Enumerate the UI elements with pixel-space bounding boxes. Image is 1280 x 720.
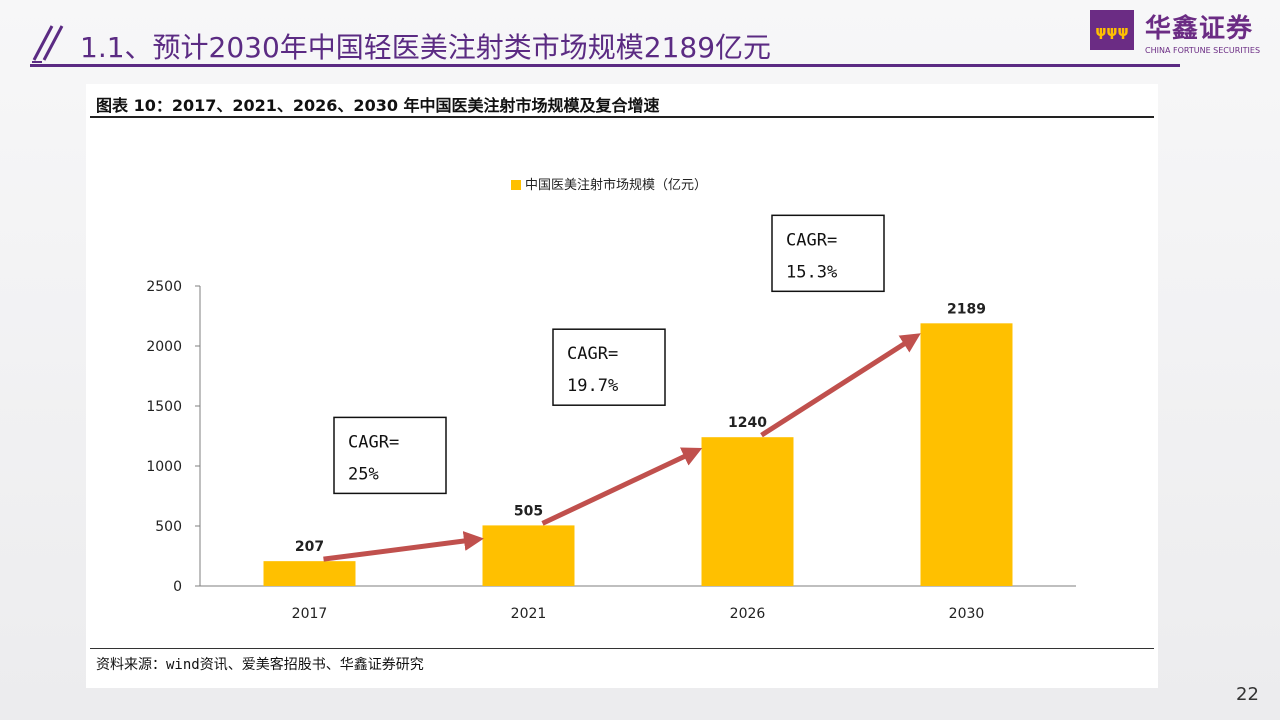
x-tick-label: 2030 (949, 606, 985, 622)
figure-top-rule (90, 116, 1154, 118)
slide-header: 1.1、预计2030年中国轻医美注射类市场规模2189亿元 ψψψ 华鑫证券 C… (0, 0, 1280, 80)
figure-bottom-rule (90, 648, 1154, 649)
bar (701, 437, 794, 586)
title-underline (30, 64, 1180, 67)
cagr-box-label: CAGR= (786, 230, 837, 250)
logo-name: 华鑫证券 (1145, 14, 1254, 44)
logo-mark-icon: ψψψ (1090, 10, 1134, 50)
x-tick-label: 2026 (730, 606, 766, 622)
cagr-arrow (541, 447, 703, 526)
bar-value-label: 1240 (728, 415, 767, 431)
bar (920, 323, 1013, 586)
cagr-box (552, 328, 666, 406)
source-note: 资料来源：wind资讯、爱美客招股书、华鑫证券研究 (96, 657, 424, 673)
cagr-box-value: 19.7% (567, 376, 618, 396)
svg-text:ψψψ: ψψψ (1095, 24, 1128, 40)
bar-value-label: 505 (514, 503, 543, 519)
y-tick-label: 1000 (146, 459, 182, 475)
y-tick-label: 1500 (146, 399, 182, 415)
cagr-annotations: CAGR= 25% CAGR= 19.7% CAGR= 15.3% (323, 214, 921, 562)
cagr-box-label: CAGR= (348, 432, 399, 452)
bar-value-label: 2189 (947, 301, 986, 317)
y-tick-label: 2500 (146, 279, 182, 295)
cagr-box (771, 214, 885, 293)
y-axis: 0 500 1000 1500 2000 2500 (146, 279, 201, 595)
legend-swatch (511, 180, 521, 190)
bar-chart: 中国医美注射市场规模（亿元） 0 500 1000 1500 2000 2500 2017… (146, 177, 1076, 622)
cagr-box-label: CAGR= (567, 344, 618, 364)
figure-title: 图表 10：2017、2021、2026、2030 年中国医美注射市场规模及复合… (96, 96, 660, 115)
page-title: 1.1、预计2030年中国轻医美注射类市场规模2189亿元 (80, 31, 772, 64)
y-tick-label: 0 (173, 579, 182, 595)
bar (482, 525, 575, 586)
pencil-icon (32, 25, 64, 63)
page-number: 22 (1236, 684, 1259, 705)
cagr-arrow (323, 531, 484, 562)
cagr-box-value: 25% (348, 464, 379, 484)
cagr-arrow (760, 333, 921, 438)
y-tick-label: 500 (155, 519, 182, 535)
chart-legend: 中国医美注射市场规模（亿元） (511, 177, 707, 193)
x-tick-label: 2017 (292, 606, 328, 622)
bar (263, 561, 356, 586)
legend-label: 中国医美注射市场规模（亿元） (525, 177, 707, 193)
figure-panel: 图表 10：2017、2021、2026、2030 年中国医美注射市场规模及复合… (86, 84, 1158, 688)
logo-english-name: CHINA FORTUNE SECURITIES (1145, 46, 1261, 55)
x-tick-label: 2021 (511, 606, 547, 622)
bar-series: 207 505 1240 2189 (263, 301, 1013, 586)
company-logo: ψψψ 华鑫证券 CHINA FORTUNE SECURITIES (1090, 8, 1270, 58)
bar-value-label: 207 (295, 539, 324, 555)
x-axis: 2017 2021 2026 2030 (200, 585, 1076, 622)
cagr-box (333, 416, 447, 495)
y-tick-label: 2000 (146, 339, 182, 355)
cagr-box-value: 15.3% (786, 262, 837, 282)
